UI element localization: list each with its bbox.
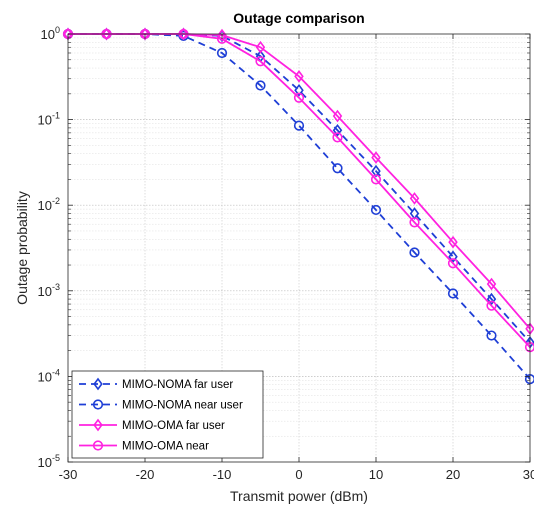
y-tick-label: 10-4 — [38, 367, 60, 384]
data-point — [293, 92, 305, 103]
data-point — [255, 56, 266, 67]
grid-lines — [68, 34, 530, 462]
legend-label: MIMO-OMA far user — [122, 420, 225, 432]
data-point — [486, 277, 497, 291]
legend-item: MIMO-NOMA far user — [79, 377, 233, 391]
data-point — [294, 70, 304, 83]
y-tick-label: 100 — [41, 25, 60, 42]
tick-layer: -30 -20 -10 0 10 20 30 100 10-1 10-2 10-3 10-4 10-5 — [38, 25, 534, 482]
y-tick-label: 10-5 — [38, 453, 60, 470]
diamond-marker-icon — [93, 418, 103, 432]
data-point — [332, 123, 343, 137]
x-tick-label: 0 — [295, 467, 302, 482]
data-point — [217, 28, 227, 42]
diamond-marker-icon — [93, 377, 103, 391]
data-point — [255, 40, 266, 54]
circle-marker-icon — [92, 399, 104, 410]
data-point — [409, 247, 420, 258]
x-axis-label: Transmit power (dBm) — [230, 488, 368, 504]
x-tick-label: 20 — [446, 467, 460, 482]
data-point — [370, 174, 382, 185]
legend: MIMO-NOMA far user MIMO-NOMA near user MIM… — [71, 370, 264, 459]
legend-label: MIMO-OMA near — [122, 441, 209, 453]
circle-marker-icon — [92, 440, 104, 451]
data-point — [486, 292, 497, 306]
legend-label: MIMO-NOMA near user — [122, 400, 243, 412]
data-point — [332, 163, 343, 174]
data-point — [486, 300, 497, 311]
x-tick-label: -20 — [136, 467, 155, 482]
data-point — [371, 151, 381, 164]
data-point — [447, 288, 459, 299]
data-point — [409, 192, 420, 205]
x-tick-label: -30 — [59, 467, 78, 482]
data-point — [332, 132, 343, 143]
legend-item: MIMO-NOMA near user — [79, 399, 243, 412]
data-point — [255, 80, 266, 91]
data-point — [332, 109, 343, 123]
data-point — [447, 258, 459, 269]
y-tick-label: 10-1 — [38, 111, 60, 128]
legend-item: MIMO-OMA near — [79, 440, 209, 453]
data-point — [216, 47, 228, 59]
data-point — [409, 217, 420, 228]
data-point — [294, 83, 304, 97]
chart-title: Outage comparison — [233, 10, 364, 26]
y-axis-label: Outage probability — [14, 191, 30, 305]
legend-label: MIMO-NOMA far user — [122, 379, 233, 391]
legend-box — [71, 370, 264, 459]
x-tick-label: 30 — [523, 467, 534, 482]
x-tick-label: -10 — [213, 467, 232, 482]
data-point — [371, 164, 381, 178]
data-point — [448, 250, 458, 264]
data-point — [293, 120, 305, 131]
data-point — [486, 330, 497, 341]
x-tick-label: 10 — [369, 467, 383, 482]
legend-item: MIMO-OMA far user — [79, 418, 225, 432]
data-point — [448, 235, 458, 249]
y-tick-label: 10-3 — [38, 282, 60, 299]
y-tick-label: 10-2 — [38, 196, 60, 213]
data-point — [370, 204, 382, 216]
